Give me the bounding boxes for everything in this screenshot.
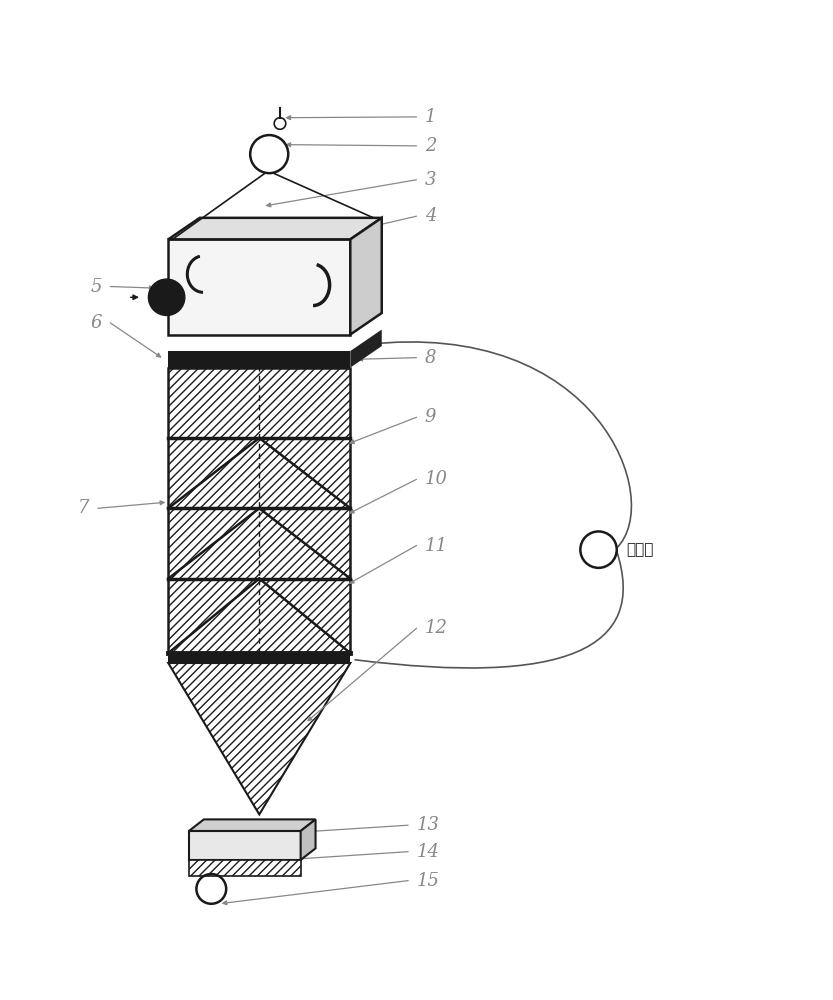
Text: 3: 3 [425, 171, 436, 189]
Polygon shape [189, 860, 301, 876]
Text: 固定桩: 固定桩 [626, 542, 654, 557]
Polygon shape [351, 218, 382, 335]
Polygon shape [168, 239, 351, 335]
Text: 15: 15 [416, 872, 440, 890]
Text: 6: 6 [91, 314, 102, 332]
Text: 5: 5 [91, 278, 102, 296]
Polygon shape [351, 330, 382, 368]
Circle shape [148, 279, 185, 315]
Bar [168, 653, 351, 663]
Text: 10: 10 [425, 470, 448, 488]
Polygon shape [168, 663, 351, 814]
Text: 4: 4 [425, 207, 436, 225]
Polygon shape [168, 368, 351, 653]
Polygon shape [168, 218, 382, 239]
Bar [168, 368, 351, 653]
Text: 1: 1 [425, 108, 436, 126]
Text: 8: 8 [425, 349, 436, 367]
Polygon shape [189, 819, 316, 831]
Text: 9: 9 [425, 408, 436, 426]
Text: 11: 11 [425, 537, 448, 555]
Bar [168, 351, 351, 368]
Polygon shape [301, 819, 316, 860]
Text: 13: 13 [416, 816, 440, 834]
Text: 14: 14 [416, 843, 440, 861]
Polygon shape [189, 831, 301, 860]
Text: 12: 12 [425, 619, 448, 637]
Text: 7: 7 [78, 499, 90, 517]
Text: 2: 2 [425, 137, 436, 155]
